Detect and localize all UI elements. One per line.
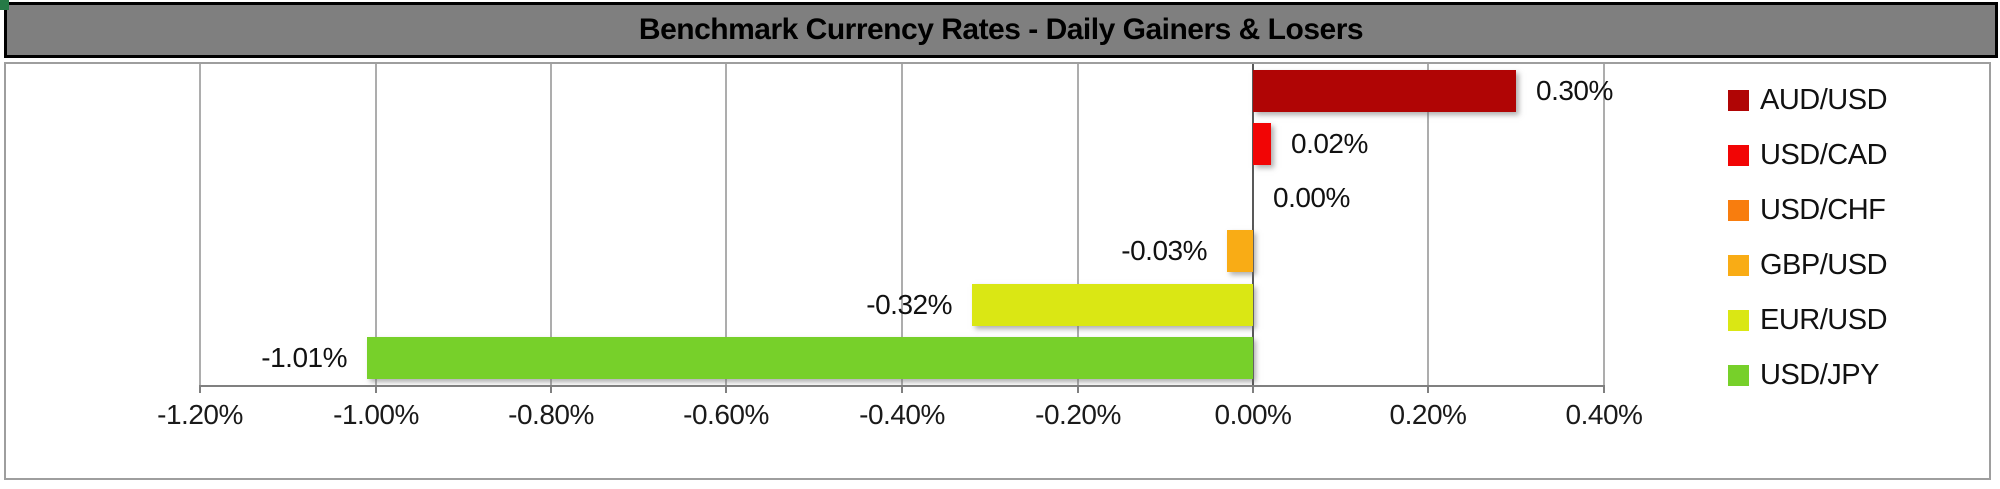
axis-tick: [1427, 385, 1429, 393]
gridline: [375, 64, 377, 385]
axis-tick: [901, 385, 903, 393]
value-label-usd-chf: 0.00%: [1273, 182, 1350, 213]
legend-swatch-icon: [1728, 309, 1749, 331]
gridline: [901, 64, 903, 385]
legend-item-eur-usd[interactable]: EUR/USD: [1728, 303, 1888, 336]
x-tick-label: 0.40%: [1565, 399, 1643, 430]
axis-tick: [725, 385, 727, 393]
x-axis-line: [199, 385, 1605, 387]
gridline: [550, 64, 552, 385]
chart-title-bar: Benchmark Currency Rates - Daily Gainers…: [4, 2, 1998, 58]
value-label-usd-cad: 0.02%: [1291, 128, 1368, 159]
x-tick-label: -0.40%: [859, 399, 945, 430]
x-tick-label: -0.20%: [1035, 399, 1121, 430]
legend-item-usd-chf[interactable]: USD/CHF: [1728, 193, 1886, 226]
axis-tick: [1603, 385, 1605, 393]
gridline: [1077, 64, 1079, 385]
zero-axis-line: [1252, 64, 1254, 385]
value-label-eur-usd: -0.32%: [866, 289, 952, 320]
gridline: [1603, 64, 1605, 385]
bar-gbp-usd[interactable]: [1227, 230, 1253, 272]
legend-item-usd-cad[interactable]: USD/CAD: [1728, 138, 1888, 171]
legend-swatch-icon: [1728, 144, 1749, 166]
bar-usd-cad[interactable]: [1253, 123, 1271, 165]
bar-usd-jpy[interactable]: [367, 337, 1253, 379]
gridline: [1427, 64, 1429, 385]
legend-label: EUR/USD: [1760, 303, 1888, 336]
chart-title: Benchmark Currency Rates - Daily Gainers…: [638, 13, 1364, 46]
value-label-gbp-usd: -0.03%: [1121, 235, 1207, 266]
gridline: [725, 64, 727, 385]
axis-tick: [550, 385, 552, 393]
chart-canvas: [4, 62, 1991, 480]
legend-swatch-icon: [1728, 254, 1749, 276]
value-label-aud-usd: 0.30%: [1536, 75, 1613, 106]
value-label-usd-jpy: -1.01%: [261, 342, 347, 373]
x-tick-label: -0.60%: [683, 399, 769, 430]
axis-tick: [199, 385, 201, 393]
legend-label: USD/JPY: [1760, 358, 1879, 391]
legend-swatch-icon: [1728, 89, 1749, 111]
axis-tick: [1252, 385, 1254, 393]
legend-label: GBP/USD: [1760, 248, 1888, 281]
sheet-corner-marker-icon: [0, 0, 9, 10]
legend-swatch-icon: [1728, 364, 1749, 386]
x-tick-label: -0.80%: [508, 399, 594, 430]
legend-label: AUD/USD: [1760, 83, 1888, 116]
legend-label: USD/CHF: [1760, 193, 1886, 226]
x-tick-label: -1.20%: [157, 399, 243, 430]
axis-tick: [375, 385, 377, 393]
bar-eur-usd[interactable]: [972, 284, 1253, 326]
gridline: [199, 64, 201, 385]
x-tick-label: 0.20%: [1389, 399, 1467, 430]
legend-item-aud-usd[interactable]: AUD/USD: [1728, 83, 1888, 116]
axis-tick: [1077, 385, 1079, 393]
legend-item-usd-jpy[interactable]: USD/JPY: [1728, 359, 1879, 391]
legend-item-gbp-usd[interactable]: GBP/USD: [1728, 248, 1888, 281]
bar-aud-usd[interactable]: [1253, 70, 1516, 112]
x-tick-label: -1.00%: [333, 399, 419, 430]
legend-label: USD/CAD: [1760, 138, 1888, 171]
legend-swatch-icon: [1728, 199, 1749, 221]
x-tick-label: 0.00%: [1214, 399, 1292, 430]
